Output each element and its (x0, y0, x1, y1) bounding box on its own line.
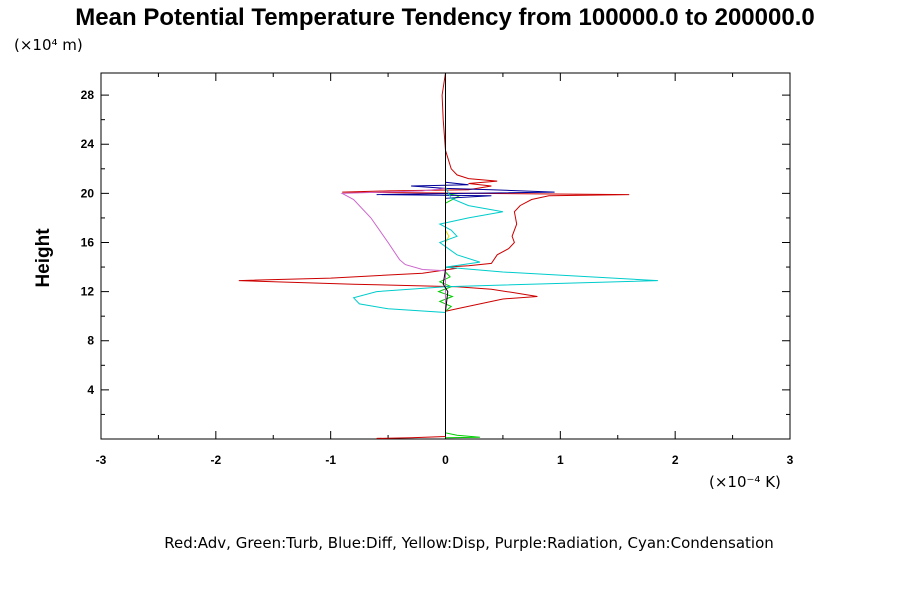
x-tick-label: 2 (672, 453, 679, 467)
y-tick-label: 20 (81, 186, 95, 200)
series-line-total (442, 73, 449, 437)
y-tick-label: 28 (81, 88, 95, 102)
legend-caption: Red:Adv, Green:Turb, Blue:Diff, Yellow:D… (164, 534, 774, 552)
y-tick-label: 24 (81, 137, 95, 151)
x-unit-label: (×10⁻⁴ K) (709, 473, 781, 491)
series-line-disp (445, 73, 450, 437)
series-line-diff (376, 73, 555, 437)
y-tick-label: 16 (81, 235, 95, 249)
y-axis-label: Height (33, 228, 54, 288)
x-tick-label: 0 (442, 453, 449, 467)
y-tick-label: 8 (87, 334, 94, 348)
chart-title: Mean Potential Temperature Tendency from… (75, 4, 814, 31)
y-unit-label: (×10⁴ m) (14, 36, 83, 54)
x-tick-label: -2 (210, 453, 221, 467)
x-tick-label: -3 (96, 453, 107, 467)
y-tick-label: 4 (87, 383, 94, 397)
series-line-adv (238, 72, 630, 439)
x-tick-label: -1 (325, 453, 336, 467)
x-tick-label: 3 (787, 453, 794, 467)
y-tick-label: 12 (81, 285, 95, 299)
series-line-condensation (352, 73, 658, 437)
series-line-radiation (340, 73, 446, 437)
x-tick-label: 1 (557, 453, 564, 467)
